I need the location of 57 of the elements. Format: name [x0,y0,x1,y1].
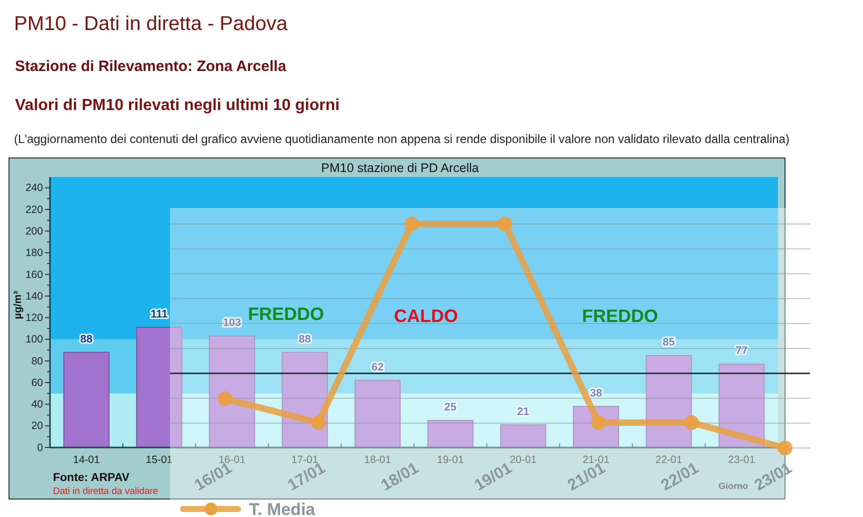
data-label: 103 [222,317,242,330]
bar [718,364,765,448]
bar [500,424,546,448]
point [404,216,420,232]
x-tick-label: 20-01 [510,454,537,466]
bar [354,380,401,448]
data-label: 111 [150,308,168,320]
annotation: FREDDO [248,304,324,324]
point [684,415,700,430]
y-axis-title: µg/m³ [12,290,24,320]
point [778,440,792,456]
text: (L'aggiornamento dei contenuti del grafico avviene quotidianamente non appena si rende disponibile il valore non validato rilevato dalla centralina) [14,132,790,146]
y-tick-label: 200 [25,225,44,238]
y-tick-label: 60 [31,376,44,389]
y-tick-label: 100 [25,334,44,346]
bar [136,326,182,448]
x-tick-label: 23-01 [728,454,756,466]
data-label: 62 [371,361,384,374]
y-tick-label: 160 [25,268,44,281]
x-tick-label: 22-01 [655,454,682,466]
text: Valori di PM10 rilevati negli ultimi 10 giorni [15,97,340,114]
bar [63,352,110,448]
x-axis-title: Giorno [718,481,748,491]
y-tick-label: 140 [25,290,44,302]
text: PM10 stazione di PD Arcella [321,161,479,175]
data-label: 77 [735,345,748,358]
bar [208,336,256,448]
legend-label: T. Media [249,500,316,517]
data-label: 21 [517,406,530,418]
chart-subtitle: Stazione di Rilevamento: Zona Arcella [15,58,287,75]
data-label: 88 [298,333,311,346]
bar [646,355,692,448]
y-tick-label: 120 [25,312,44,324]
point [310,415,326,430]
y-tick-label: 240 [25,182,44,194]
y-tick-label: 40 [31,398,44,411]
x-tick-label: 14-01 [72,454,100,466]
data-label: 85 [662,336,675,349]
data-label: 88 [80,333,93,346]
x-tick-label: 19-01 [436,454,464,466]
bar [427,420,474,448]
y-tick-label: 0 [37,442,44,454]
annotation: CALDO [394,306,458,326]
data-label: 38 [590,387,602,400]
source-note: Fonte: ARPAV [53,472,130,484]
chart-title: PM10 - Dati in diretta - Padova [14,13,288,35]
point [218,391,232,406]
x-tick-label: 18-01 [364,454,392,466]
x-tick-label: 15-01 [146,454,173,466]
y-tick-label: 180 [25,247,44,260]
data-label: 25 [444,401,457,414]
y-tick-label: 20 [31,420,44,432]
text: Dati in diretta da validare [53,486,158,497]
annotation: FREDDO [582,306,658,326]
point [498,216,512,232]
y-tick-label: 220 [25,204,44,216]
y-tick-label: 80 [31,355,44,368]
